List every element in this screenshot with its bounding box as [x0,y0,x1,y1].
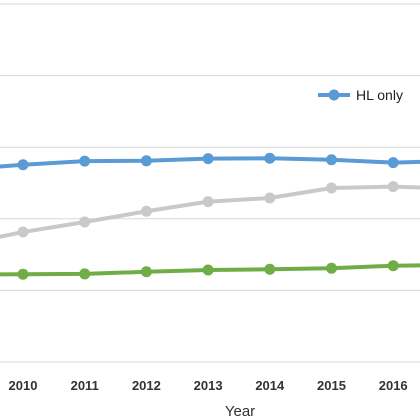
legend-marker [328,89,340,101]
data-point [387,260,399,272]
data-point [202,196,214,208]
data-point [17,159,29,171]
data-point [264,152,276,164]
data-point [326,262,337,274]
data-point [387,181,399,193]
x-tick-label: 2013 [194,378,223,393]
data-point [17,268,29,280]
data-point [140,205,152,217]
legend: HL only [318,87,403,103]
x-tick-label: 2012 [132,378,161,393]
data-point [79,216,91,228]
data-point [140,155,152,167]
data-point [79,268,91,280]
x-tick-label: 2011 [71,378,99,393]
data-point [264,192,276,204]
data-point [202,264,214,276]
x-tick-label: 2016 [379,378,408,393]
data-point [387,157,399,169]
data-point [79,155,91,167]
gridlines [0,3,420,363]
series-line-1 [0,184,420,239]
data-point [202,153,214,165]
data-point [264,263,276,275]
x-tick-labels: 2010 2011 2012 2013 2014 2015 2016 [9,378,408,393]
legend-label: HL only [356,87,403,103]
data-point [326,182,337,194]
data-point [140,266,152,278]
x-tick-label: 2015 [317,378,346,393]
x-tick-label: 2014 [255,378,285,393]
x-tick-label: 2010 [9,378,38,393]
data-point [326,154,337,166]
series-layer [0,152,420,280]
x-axis-title: Year [225,403,255,420]
data-point [17,226,29,238]
